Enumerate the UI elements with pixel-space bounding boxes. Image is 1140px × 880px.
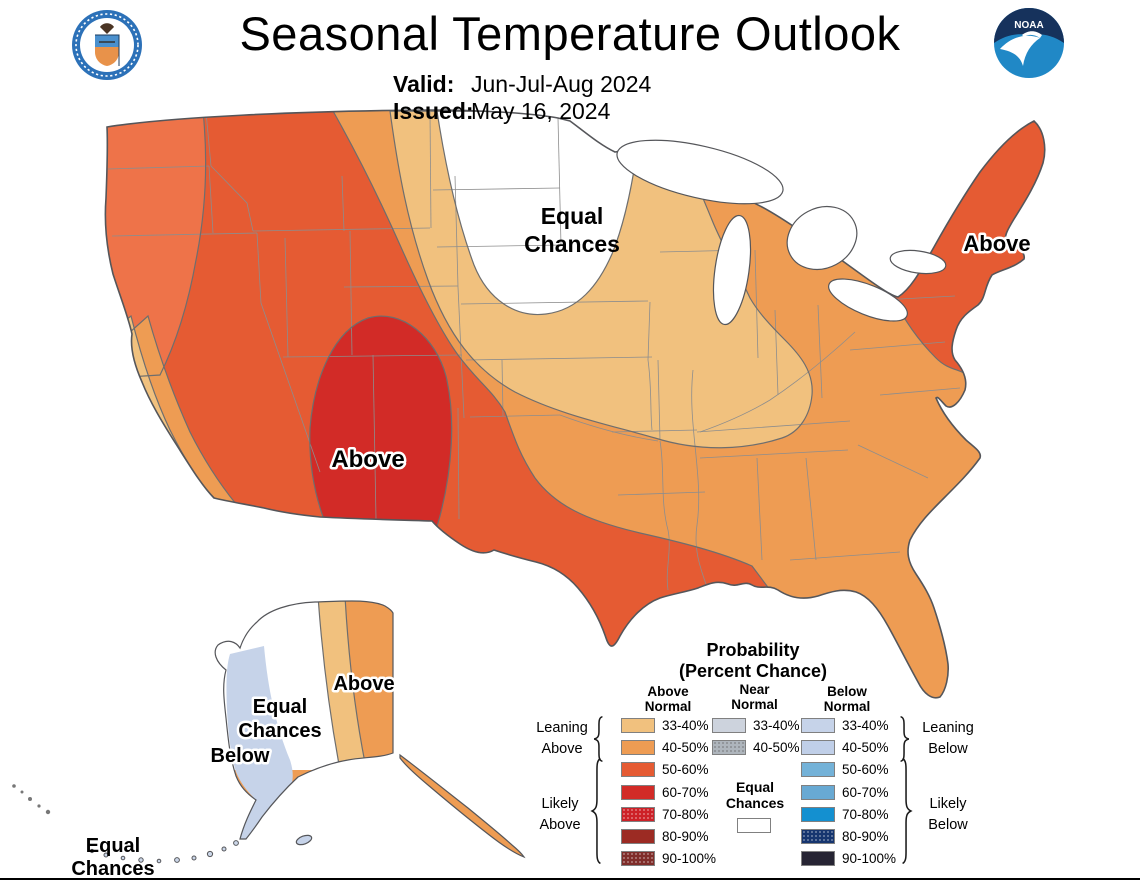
legend-swatch-above-70-80 (621, 807, 655, 822)
legend-swatch-above-60-70 (621, 785, 655, 800)
conus-bands (105, 110, 1045, 698)
brace-likely-above (590, 758, 601, 864)
map-label-equal-chances-hawaii-1: Equal (86, 835, 140, 857)
issued-label: Issued: (393, 98, 474, 124)
lake-ontario (889, 249, 947, 275)
legend-row-above-33-40: 33-40% (621, 718, 709, 733)
legend-row-below-70-80: 70-80% (801, 807, 889, 822)
hawaii-islands (12, 784, 51, 815)
legend-equal-chances-label: Equal Chances (725, 779, 785, 811)
lake-michigan (712, 214, 752, 326)
legend-swatch-above-33-40 (621, 718, 655, 733)
valid-line: Valid: Jun-Jul-Aug 2024 (393, 71, 651, 98)
legend-row-above-70-80: 70-80% (621, 807, 709, 822)
legend-swatch-below-60-70 (801, 785, 835, 800)
legend-row-near-33-40: 33-40% (712, 718, 800, 733)
kodiak-island (295, 834, 313, 846)
legend-label-leaning-below: Leaning Below (922, 720, 974, 757)
legend-row-below-33-40: 33-40% (801, 718, 889, 733)
map-labels: Equal Chances Above Above Above Equal Ch… (71, 203, 1033, 880)
legend-swatch-near-33-40 (712, 718, 746, 733)
legend-row-near-40-50: 40-50% (712, 740, 800, 755)
legend-row-below-60-70: 60-70% (801, 785, 889, 800)
legend-title-line1: Probability (706, 640, 800, 660)
department-of-commerce-seal-icon (72, 10, 142, 80)
legend-swatch-below-90-100 (801, 851, 835, 866)
noaa-logo-text: NOAA (1014, 20, 1043, 31)
legend-swatch-below-33-40 (801, 718, 835, 733)
noaa-logo-icon: NOAA (994, 8, 1064, 78)
map-label-equal-chances-plains-2: Chances (524, 231, 620, 257)
legend-row-above-90-100: 90-100% (621, 851, 716, 866)
page-title: Seasonal Temperature Outlook (239, 7, 901, 60)
brace-likely-below (902, 758, 913, 864)
valid-issued-block: Valid: Jun-Jul-Aug 2024 Issued:May 16, 20… (393, 71, 651, 125)
map-label-equal-chances-alaska-2: Chances (238, 720, 321, 742)
map-label-below-alaska: Below (211, 745, 270, 767)
legend-row-below-40-50: 40-50% (801, 740, 889, 755)
legend-swatch-above-40-50 (621, 740, 655, 755)
map-label-equal-chances-alaska-1: Equal (253, 696, 307, 718)
legend-row-below-90-100: 90-100% (801, 851, 896, 866)
lake-erie (828, 278, 908, 322)
legend-column-below-normal: Below Normal (823, 684, 871, 714)
issued-line: Issued:May 16, 2024 (393, 98, 651, 125)
legend-row-above-50-60: 50-60% (621, 762, 709, 777)
alaska-band-below (226, 646, 293, 839)
alaska-panhandle (399, 753, 526, 859)
legend-swatch-below-40-50 (801, 740, 835, 755)
great-lakes (616, 139, 947, 326)
map-label-above-northeast: Above (963, 231, 1030, 256)
legend-swatch-above-90-100 (621, 851, 655, 866)
lake-superior (616, 139, 784, 205)
legend-row-below-50-60: 50-60% (801, 762, 889, 777)
legend-row-above-60-70: 60-70% (621, 785, 709, 800)
map-label-equal-chances-plains-1: Equal (541, 203, 604, 229)
legend-column-near-normal: Near Normal (731, 682, 778, 712)
brace-leaning-below (900, 716, 910, 762)
valid-value: Jun-Jul-Aug 2024 (471, 71, 652, 97)
legend-swatch-below-70-80 (801, 807, 835, 822)
legend-swatch-below-50-60 (801, 762, 835, 777)
legend-swatch-above-80-90 (621, 829, 655, 844)
brace-leaning-above (593, 716, 603, 762)
legend-swatch-above-50-60 (621, 762, 655, 777)
legend-row-below-80-90: 80-90% (801, 829, 889, 844)
legend-column-above-normal: Above Normal (644, 684, 692, 714)
legend-title-line2: (Percent Chance) (678, 661, 828, 681)
legend-title: Probability (Percent Chance) (593, 640, 913, 682)
bottom-border-line (0, 878, 1140, 880)
legend-label-leaning-above: Leaning Above (536, 720, 588, 757)
lake-huron (786, 205, 858, 271)
map-label-above-southwest: Above (331, 446, 404, 473)
map-label-above-alaska: Above (333, 673, 394, 695)
legend-swatch-equal-chances (737, 818, 771, 833)
legend-label-likely-above: Likely Above (539, 796, 581, 833)
legend-row-above-40-50: 40-50% (621, 740, 709, 755)
legend-row-above-80-90: 80-90% (621, 829, 709, 844)
map-label-equal-chances-hawaii-2: Chances (71, 858, 154, 880)
issued-value: May 16, 2024 (471, 98, 611, 124)
aleutian-islands (89, 840, 239, 864)
legend-label-likely-below: Likely Below (928, 796, 968, 833)
legend-swatch-below-80-90 (801, 829, 835, 844)
legend-swatch-near-40-50 (712, 740, 746, 755)
valid-label: Valid: (393, 71, 455, 97)
